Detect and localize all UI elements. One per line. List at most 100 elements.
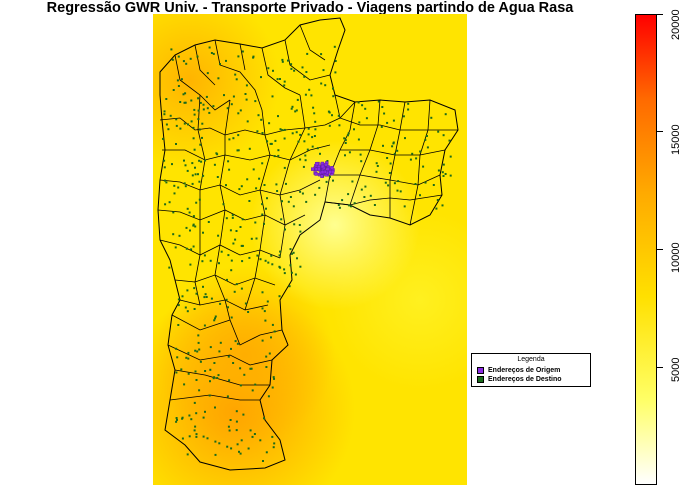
destination-point: [268, 352, 271, 355]
destination-point: [230, 269, 233, 272]
destination-point: [265, 207, 267, 210]
destination-point: [216, 377, 219, 379]
destination-point: [333, 45, 336, 48]
destination-point: [237, 149, 240, 152]
destination-point: [358, 121, 361, 124]
destination-point: [269, 142, 272, 145]
destination-point: [172, 211, 175, 214]
destination-point: [254, 221, 257, 224]
destination-point: [344, 139, 347, 142]
destination-point: [283, 80, 286, 83]
colorbar-tick-5000: [657, 367, 663, 368]
destination-point: [359, 153, 362, 156]
destination-point: [192, 245, 195, 248]
destination-point: [307, 133, 310, 136]
destination-point: [261, 162, 264, 165]
destination-point: [271, 95, 274, 98]
destination-point: [449, 174, 452, 177]
destination-point: [289, 248, 292, 251]
destination-point: [202, 108, 205, 111]
destination-point: [258, 177, 261, 180]
destination-point: [239, 226, 242, 228]
destination-point: [272, 446, 275, 449]
destination-point: [163, 166, 166, 169]
destination-point: [242, 413, 245, 416]
destination-point: [185, 356, 188, 359]
destination-point: [276, 78, 279, 81]
destination-point: [299, 230, 302, 233]
destination-point: [337, 204, 340, 206]
colorbar-tick-15000: [657, 131, 663, 132]
destination-point: [441, 204, 444, 207]
destination-point: [225, 59, 227, 62]
destination-point: [299, 265, 302, 268]
destination-point: [239, 384, 242, 387]
destination-point: [213, 362, 216, 364]
destination-point: [235, 283, 238, 286]
destination-point: [292, 205, 295, 208]
origin-point: [315, 162, 319, 166]
destination-point: [351, 180, 354, 183]
destination-point: [176, 356, 179, 359]
destination-point: [202, 103, 205, 106]
destination-point: [190, 418, 193, 421]
destination-point: [162, 137, 164, 140]
destination-point: [444, 113, 447, 116]
destination-point: [328, 124, 331, 127]
destination-point: [377, 100, 380, 103]
destination-point: [171, 163, 173, 166]
destination-point: [237, 112, 240, 115]
destination-point: [174, 246, 177, 249]
destination-point: [226, 445, 229, 448]
destination-point: [283, 272, 286, 275]
destination-point: [363, 196, 366, 198]
destination-point: [442, 134, 445, 137]
destination-point: [251, 435, 254, 438]
destination-point: [277, 115, 279, 118]
destination-point: [195, 201, 198, 204]
destination-point: [193, 429, 196, 432]
destination-point: [442, 175, 445, 177]
destination-point: [250, 237, 253, 240]
destination-point: [234, 340, 237, 343]
destination-point: [350, 205, 352, 208]
destination-point: [273, 330, 276, 333]
destination-point: [289, 196, 292, 198]
destination-point: [411, 152, 414, 155]
destination-point: [190, 99, 193, 102]
destination-point: [248, 147, 251, 150]
origin-point: [311, 167, 315, 171]
destination-point: [213, 163, 216, 166]
destination-point: [212, 377, 215, 380]
destination-point: [267, 261, 270, 264]
destination-point: [271, 323, 274, 326]
destination-point: [227, 306, 229, 309]
destination-point: [219, 63, 221, 65]
destination-point: [383, 112, 386, 115]
destination-point: [195, 379, 198, 381]
destination-point: [270, 254, 273, 257]
destination-point: [198, 348, 201, 351]
destination-point: [375, 162, 378, 165]
destination-point: [204, 370, 207, 372]
interpolated-surface: [153, 14, 467, 485]
destination-point: [193, 287, 196, 290]
destination-point: [419, 194, 421, 197]
destination-point: [295, 131, 298, 134]
destination-point: [218, 350, 221, 353]
destination-point: [255, 237, 258, 240]
destination-point: [185, 62, 188, 65]
destination-point: [267, 67, 270, 70]
colorbar-label-5000: 5000: [670, 357, 682, 382]
destination-point: [292, 251, 295, 254]
color-scale-bar: [635, 14, 657, 485]
destination-point: [271, 435, 274, 438]
destination-point: [396, 149, 399, 152]
destination-point: [265, 366, 268, 368]
destination-point: [288, 285, 291, 288]
destination-point: [278, 254, 281, 257]
destination-point: [183, 101, 186, 104]
destination-point: [195, 433, 198, 436]
destination-point: [192, 215, 195, 218]
destination-point: [197, 173, 199, 176]
